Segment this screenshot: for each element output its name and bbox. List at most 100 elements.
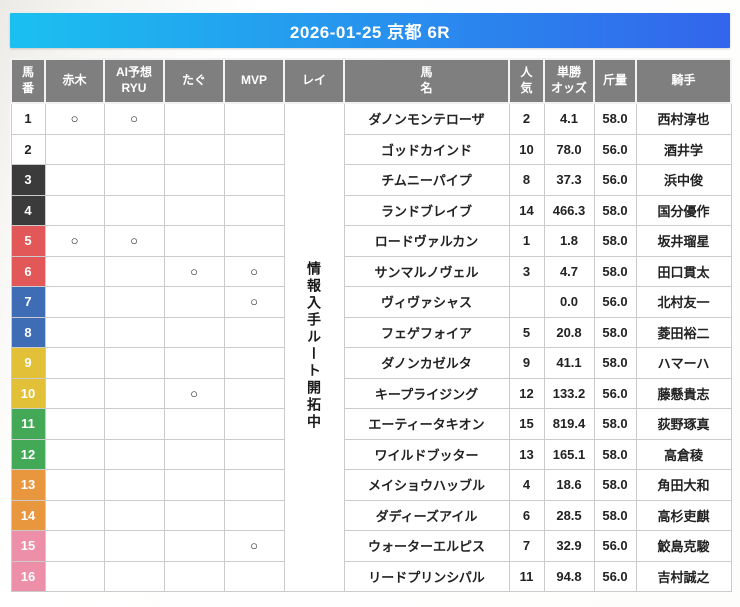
weight-cell: 58.0 (593, 469, 637, 501)
table-row: 2 ゴッドカインド 10 78.0 56.0 酒井学 (10, 133, 732, 165)
horse-number-cell: 9 (10, 347, 46, 379)
jockey-cell: 吉村誠之 (635, 560, 732, 592)
rei-note-text: 情報入手ルート開拓中 (306, 261, 322, 431)
popularity-cell: 3 (508, 255, 545, 287)
mark-ai-ryu-cell (103, 286, 165, 318)
jockey-cell: 酒井学 (635, 133, 732, 165)
mark-ai-ryu-cell (103, 469, 165, 501)
col-header-rei: レイ (283, 58, 345, 104)
horse-name-cell: ゴッドカインド (343, 133, 510, 165)
weight-cell: 58.0 (593, 316, 637, 348)
weight-cell: 58.0 (593, 225, 637, 257)
race-title: 2026-01-25 京都 6R (289, 23, 451, 42)
table-row: 12 ワイルドブッター 13 165.1 58.0 高倉稜 (10, 438, 732, 470)
weight-cell: 56.0 (593, 377, 637, 409)
col-header-jockey: 騎手 (635, 58, 732, 104)
mark-tagu-cell: ○ (163, 377, 225, 409)
mark-akagi-cell (44, 469, 105, 501)
mark-ai-ryu-cell (103, 164, 165, 196)
win-odds-cell: 133.2 (543, 377, 595, 409)
popularity-cell: 7 (508, 530, 545, 562)
col-header-mvp: MVP (223, 58, 285, 104)
mark-mvp-cell (223, 164, 285, 196)
weight-cell: 56.0 (593, 133, 637, 165)
horse-name-cell: エーティータキオン (343, 408, 510, 440)
mark-ai-ryu-cell: ○ (103, 225, 165, 257)
popularity-cell: 11 (508, 560, 545, 592)
mark-mvp-cell (223, 316, 285, 348)
mark-akagi-cell (44, 530, 105, 562)
header-row: 馬 番 赤木 AI予想 RYU たぐ MVP レイ 馬 名 人 気 単勝 オッズ… (10, 58, 732, 104)
horse-number-cell: 3 (10, 164, 46, 196)
mark-ai-ryu-cell (103, 316, 165, 348)
horse-number-cell: 14 (10, 499, 46, 531)
weight-cell: 56.0 (593, 530, 637, 562)
col-header-tagu: たぐ (163, 58, 225, 104)
horse-name-cell: ダディーズアイル (343, 499, 510, 531)
jockey-cell: 浜中俊 (635, 164, 732, 196)
table-header: 馬 番 赤木 AI予想 RYU たぐ MVP レイ 馬 名 人 気 単勝 オッズ… (10, 58, 732, 104)
mark-akagi-cell (44, 438, 105, 470)
horse-number-cell: 7 (10, 286, 46, 318)
mark-ai-ryu-cell (103, 560, 165, 592)
mark-tagu-cell (163, 469, 225, 501)
win-odds-cell: 94.8 (543, 560, 595, 592)
mark-tagu-cell (163, 347, 225, 379)
horse-name-cell: ロードヴァルカン (343, 225, 510, 257)
popularity-cell: 13 (508, 438, 545, 470)
mark-mvp-cell (223, 560, 285, 592)
horse-name-cell: キープライジング (343, 377, 510, 409)
jockey-cell: 角田大和 (635, 469, 732, 501)
mark-akagi-cell (44, 377, 105, 409)
horse-name-cell: ダノンモンテローザ (343, 102, 510, 135)
table-row: 7 ○ ヴィヴァシャス 0.0 56.0 北村友一 (10, 286, 732, 318)
table-row: 8 フェゲフォイア 5 20.8 58.0 菱田裕二 (10, 316, 732, 348)
popularity-cell: 1 (508, 225, 545, 257)
popularity-cell: 10 (508, 133, 545, 165)
horse-name-cell: ウォーターエルピス (343, 530, 510, 562)
table-row: 15 ○ ウォーターエルピス 7 32.9 56.0 鮫島克駿 (10, 530, 732, 562)
mark-mvp-cell (223, 469, 285, 501)
race-table-body: 1 ○ ○ 情報入手ルート開拓中 ダノンモンテローザ 2 4.1 58.0 西村淳也 2 ゴッドカイ… (10, 102, 732, 592)
mark-mvp-cell (223, 499, 285, 531)
horse-number-cell: 8 (10, 316, 46, 348)
mark-mvp-cell: ○ (223, 286, 285, 318)
jockey-cell: 坂井瑠星 (635, 225, 732, 257)
weight-cell: 58.0 (593, 347, 637, 379)
jockey-cell: 鮫島克駿 (635, 530, 732, 562)
mark-tagu-cell (163, 194, 225, 226)
mark-akagi-cell: ○ (44, 102, 105, 135)
horse-number-cell: 12 (10, 438, 46, 470)
table-row: 3 チムニーパイプ 8 37.3 56.0 浜中俊 (10, 164, 732, 196)
horse-name-cell: ワイルドブッター (343, 438, 510, 470)
popularity-cell: 8 (508, 164, 545, 196)
mark-ai-ryu-cell (103, 499, 165, 531)
col-header-horse-number: 馬 番 (10, 58, 46, 104)
popularity-cell: 6 (508, 499, 545, 531)
mark-tagu-cell (163, 102, 225, 135)
col-header-horse-name: 馬 名 (343, 58, 510, 104)
weight-cell: 56.0 (593, 286, 637, 318)
win-odds-cell: 78.0 (543, 133, 595, 165)
weight-cell: 58.0 (593, 102, 637, 135)
weight-cell: 58.0 (593, 255, 637, 287)
jockey-cell: 北村友一 (635, 286, 732, 318)
mark-mvp-cell (223, 438, 285, 470)
mark-akagi-cell: ○ (44, 225, 105, 257)
mark-tagu-cell (163, 316, 225, 348)
table-row: 6 ○ ○ サンマルノヴェル 3 4.7 58.0 田口貫太 (10, 255, 732, 287)
table-row: 1 ○ ○ 情報入手ルート開拓中 ダノンモンテローザ 2 4.1 58.0 西村淳也 (10, 102, 732, 592)
mark-ai-ryu-cell (103, 133, 165, 165)
mark-akagi-cell (44, 347, 105, 379)
mark-ai-ryu-cell: ○ (103, 102, 165, 135)
win-odds-cell: 4.1 (543, 102, 595, 135)
horse-name-cell: サンマルノヴェル (343, 255, 510, 287)
mark-akagi-cell (44, 408, 105, 440)
horse-number-cell: 5 (10, 225, 46, 257)
win-odds-cell: 4.7 (543, 255, 595, 287)
mark-ai-ryu-cell (103, 438, 165, 470)
col-header-popularity: 人 気 (508, 58, 545, 104)
horse-name-cell: ヴィヴァシャス (343, 286, 510, 318)
popularity-cell: 4 (508, 469, 545, 501)
mark-tagu-cell (163, 560, 225, 592)
